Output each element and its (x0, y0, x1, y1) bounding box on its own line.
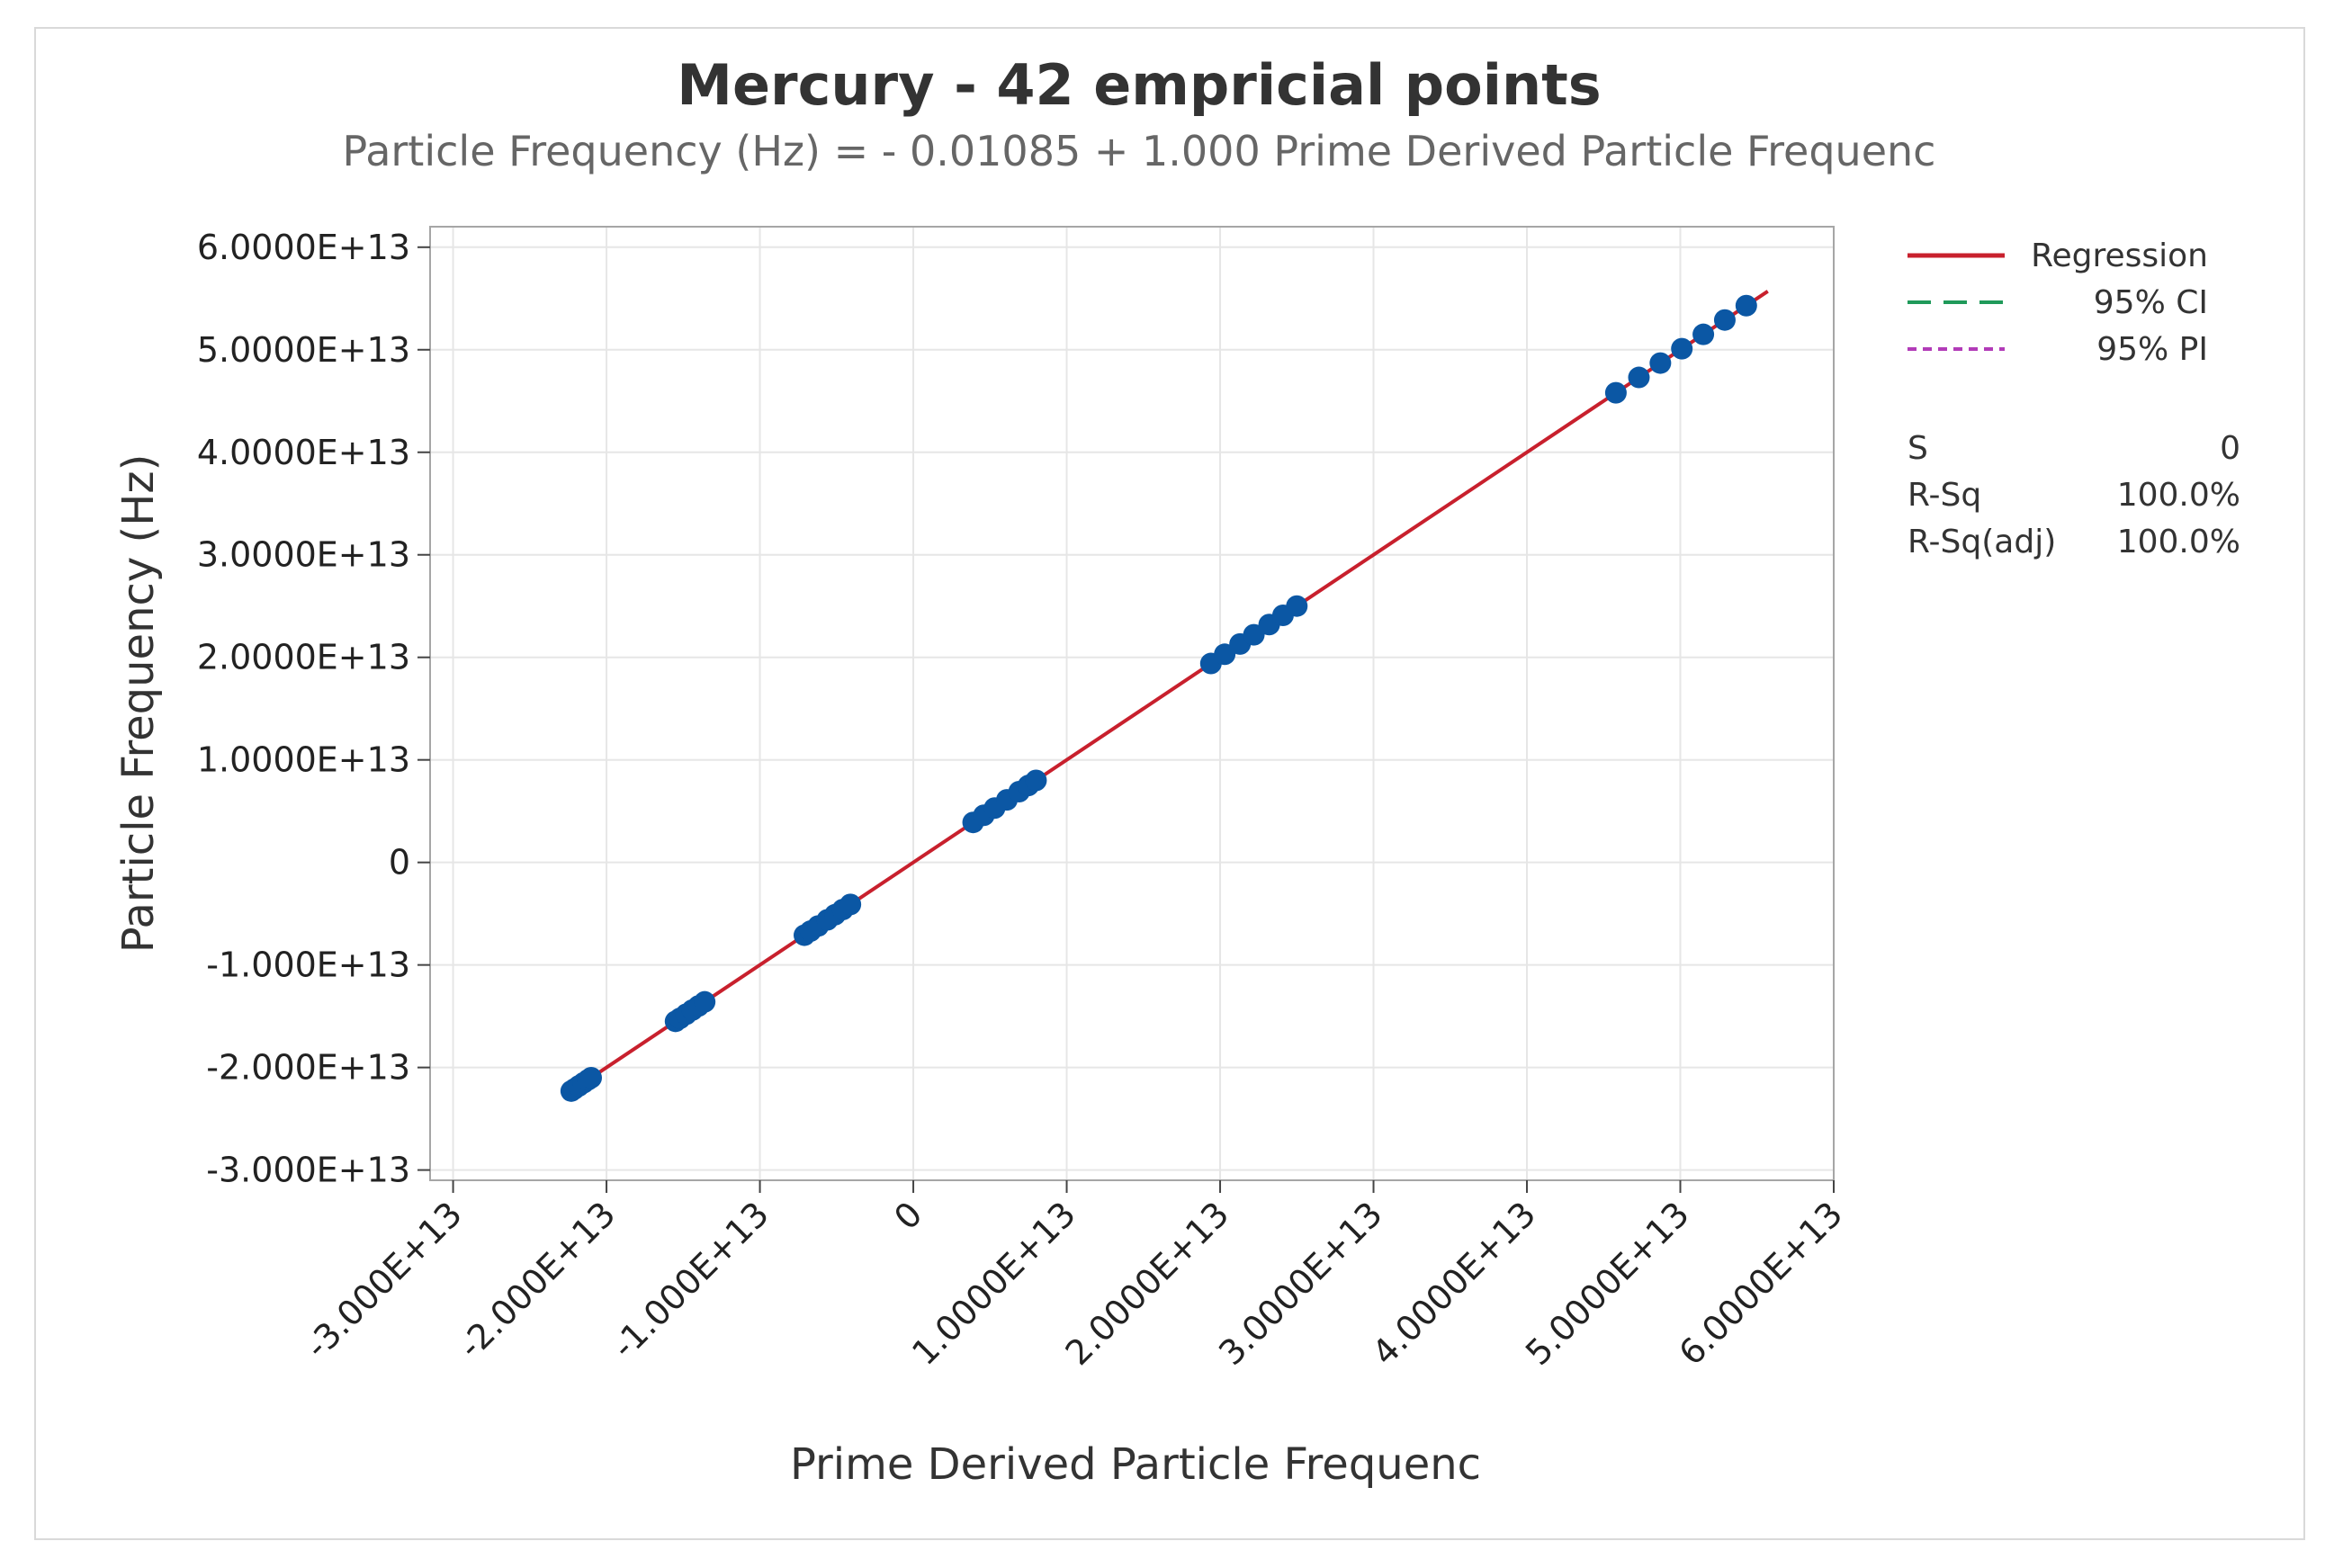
y-tick-label-9: -3.000E+13 (206, 1151, 410, 1190)
x-axis-label: Prime Derived Particle Frequenc (790, 1439, 1481, 1490)
data-point-0-11 (694, 990, 716, 1013)
x-tick-label-6: 3.0000E+13 (1211, 1194, 1390, 1373)
x-tick-label-5: 2.0000E+13 (1058, 1194, 1237, 1373)
y-tick-label-4: 2.0000E+13 (197, 638, 410, 677)
data-point-0-32 (1286, 595, 1308, 617)
stat-value-0: 0 (2220, 430, 2240, 467)
data-point-0-34 (1628, 366, 1650, 389)
y-axis-label: Particle Frequency (Hz) (113, 454, 164, 954)
data-point-0-37 (1692, 323, 1715, 345)
data-point-0-33 (1604, 381, 1627, 404)
y-tick-label-2: 4.0000E+13 (197, 433, 410, 472)
x-tick-label-8: 5.0000E+13 (1518, 1194, 1697, 1373)
grid-lines (430, 227, 1835, 1180)
chart-svg: Mercury - 42 empricial points Particle F… (113, 52, 2240, 1490)
stat-value-1: 100.0% (2117, 477, 2240, 514)
stat-name-0: S (1908, 430, 1928, 467)
y-tick-label-1: 5.0000E+13 (197, 330, 410, 370)
chart-subtitle: Particle Frequency (Hz) = - 0.01085 + 1.… (343, 127, 1936, 175)
x-tick-label-2: -1.000E+13 (605, 1194, 776, 1366)
data-point-0-36 (1671, 337, 1693, 360)
y-tick-label-3: 3.0000E+13 (197, 535, 410, 575)
data-point-0-38 (1713, 309, 1736, 331)
regression-line (571, 290, 1769, 1092)
stat-value-2: 100.0% (2117, 524, 2240, 560)
x-tick-label-3: 0 (886, 1194, 929, 1237)
y-tick-label-6: 0 (389, 843, 410, 883)
data-point-0-18 (839, 893, 862, 916)
y-tick-label-7: -1.000E+13 (206, 945, 410, 985)
regression-lines (571, 290, 1769, 1092)
data-point-0-25 (1025, 769, 1047, 792)
x-tick-label-1: -2.000E+13 (451, 1194, 623, 1366)
legend-label-1: 95% CI (2094, 284, 2208, 321)
stat-name-2: R-Sq(adj) (1908, 524, 2056, 560)
plot-area-border (429, 226, 1835, 1181)
data-point-0-35 (1649, 352, 1672, 374)
x-tick-label-7: 4.0000E+13 (1365, 1194, 1544, 1373)
y-tick-label-0: 6.0000E+13 (197, 228, 410, 267)
y-tick-label-8: -2.000E+13 (206, 1048, 410, 1088)
legend-label-2: 95% PI (2096, 331, 2208, 368)
x-axis-ticks: -3.000E+13-2.000E+13-1.000E+13 01.0000E+1… (298, 1180, 1851, 1373)
legend: Regression 95% CI 95% PI (1908, 237, 2208, 368)
data-point-0-27 (1214, 643, 1236, 666)
data-point-0-39 (1735, 294, 1757, 317)
y-tick-label-5: 1.0000E+13 (197, 740, 410, 780)
x-tick-label-9: 6.0000E+13 (1672, 1194, 1851, 1373)
x-tick-label-4: 1.0000E+13 (904, 1194, 1083, 1373)
data-point-0-5 (580, 1067, 603, 1089)
chart-frame: Mercury - 42 empricial points Particle F… (34, 27, 2305, 1540)
stats-table: S 0 R-Sq 100.0% R-Sq(adj) 100.0% (1908, 430, 2240, 560)
legend-label-0: Regression (2031, 237, 2208, 274)
data-points (560, 294, 1757, 1102)
x-tick-label-0: -3.000E+13 (298, 1194, 470, 1366)
chart-title: Mercury - 42 empricial points (677, 52, 1601, 118)
y-axis-ticks: 6.0000E+13 5.0000E+13 4.0000E+13 3.0000E+13… (197, 228, 430, 1190)
data-point-0-29 (1243, 623, 1265, 646)
stat-name-1: R-Sq (1908, 477, 1981, 514)
